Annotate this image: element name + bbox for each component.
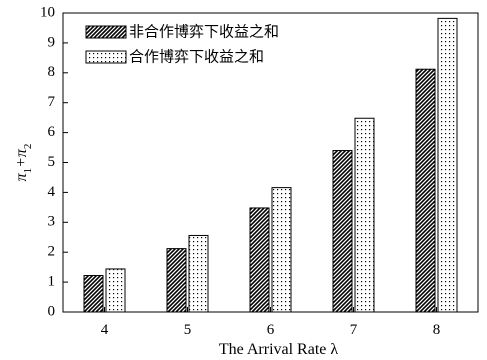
bar-noncooperative: [332, 150, 353, 313]
y-tick-label: 1: [48, 274, 56, 290]
legend-label-cooperative: 合作博弈下收益之和: [129, 48, 264, 66]
x-tick-label: 5: [184, 322, 192, 338]
y-tick-label: 0: [48, 303, 56, 319]
y-tick-label: 2: [48, 244, 56, 260]
x-tick-label: 7: [350, 322, 358, 338]
bar-cooperative: [271, 187, 292, 313]
y-tick-label: 9: [48, 34, 56, 50]
y-tick-label: 10: [40, 4, 55, 20]
bar-noncooperative: [83, 275, 104, 313]
x-tick-label: 4: [101, 322, 109, 338]
y-tick-label: 4: [48, 184, 56, 200]
y-tick-label: 8: [48, 64, 56, 80]
bar-cooperative: [354, 117, 375, 313]
bar-noncooperative: [415, 68, 436, 313]
bar-cooperative: [437, 17, 458, 313]
legend-swatch-noncooperative: [85, 25, 127, 39]
y-axis-title: π1+π2: [13, 144, 34, 182]
legend-label-noncooperative: 非合作博弈下收益之和: [129, 23, 279, 41]
bar-cooperative: [105, 268, 126, 313]
y-tick-label: 6: [48, 124, 56, 140]
plot-area-frame: [62, 12, 479, 313]
bar-cooperative: [188, 234, 209, 313]
tick-labels: 0 1 2 3 4 5 6 7 8 9 10 4 5 6 7 8: [40, 4, 440, 338]
bar-noncooperative: [166, 248, 187, 313]
y-tick-label: 5: [48, 154, 56, 170]
legend-swatch-cooperative: [85, 50, 127, 64]
y-tick-label: 7: [48, 94, 56, 110]
y-tick-label: 3: [48, 214, 56, 230]
axis-ticks: [63, 42, 437, 312]
x-tick-label: 8: [433, 322, 441, 338]
bar-noncooperative: [249, 207, 270, 313]
x-tick-label: 6: [267, 322, 275, 338]
x-axis-title: The Arrival Rate λ: [219, 341, 339, 358]
